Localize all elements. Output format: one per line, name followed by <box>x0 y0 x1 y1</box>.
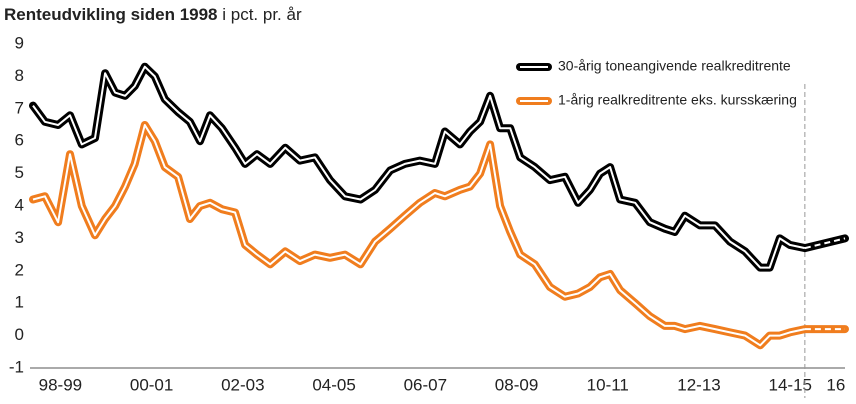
x-tick-label: 10-11 <box>587 375 629 394</box>
x-tick-label: 08-09 <box>495 375 538 394</box>
y-tick-label: 8 <box>15 66 24 85</box>
y-tick-label: 9 <box>15 33 24 52</box>
x-tick-label: 00-01 <box>130 375 173 394</box>
x-tick-label: 02-03 <box>221 375 264 394</box>
y-tick-label: 7 <box>15 98 24 117</box>
line-highlight <box>32 124 806 347</box>
y-tick-label: 6 <box>15 131 24 150</box>
y-tick-label: -1 <box>9 357 24 376</box>
y-tick-label: 0 <box>15 325 24 344</box>
legend-label: 30-årig toneangivende realkreditrente <box>558 58 791 74</box>
title: Renteudvikling siden 1998 <box>4 5 218 24</box>
x-tick-label: 16 <box>826 375 845 394</box>
x-tick-label: 14-15 <box>769 375 812 394</box>
y-tick-label: 3 <box>15 228 24 247</box>
x-tick-label: 12-13 <box>677 375 720 394</box>
y-tick-label: 5 <box>15 163 24 182</box>
y-tick-label: 2 <box>15 260 24 279</box>
y-tick-label: 4 <box>15 195 24 214</box>
subtitle: i pct. pr. år <box>222 5 302 24</box>
x-tick-label: 98-99 <box>39 375 82 394</box>
line-highlight <box>32 65 806 269</box>
legend-label: 1-årig realkreditrente eks. kursskæring <box>558 92 797 108</box>
line-highlight-dashed <box>804 237 846 250</box>
y-tick-label: 1 <box>15 293 24 312</box>
x-tick-label: 06-07 <box>404 375 447 394</box>
x-tick-label: 04-05 <box>312 375 355 394</box>
chart-title: Renteudvikling siden 1998 i pct. pr. år <box>4 5 302 24</box>
